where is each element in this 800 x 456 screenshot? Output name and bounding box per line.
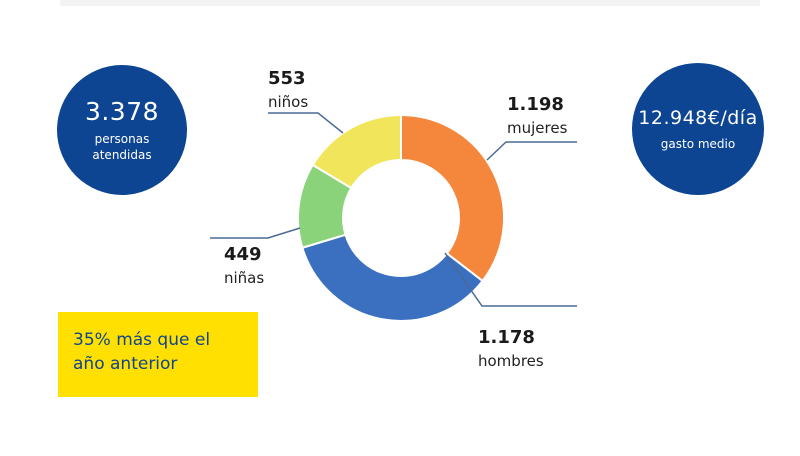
slice-value-hombres: 1.178 [478, 327, 535, 348]
people-served-value: 3.378 [84, 97, 160, 126]
average-spend-value: 12.948€/día [638, 107, 758, 129]
slice-labels: 1.198 mujeres 1.178 hombres 449 niñas 553 niños [224, 68, 568, 370]
slice-value-niñas: 449 [224, 244, 262, 265]
leader-lines [210, 112, 577, 307]
donut-slice-niños [311, 113, 402, 190]
leader-line-niños [268, 112, 344, 134]
leader-line-mujeres [486, 141, 577, 161]
slice-value-niños: 553 [268, 68, 306, 89]
slice-value-mujeres: 1.198 [507, 94, 564, 115]
average-spend-label: gasto medio [660, 137, 736, 151]
slice-name-niñas: niñas [224, 269, 264, 287]
donut-slice-mujeres [400, 113, 505, 283]
people-served-label-line1: personas [94, 132, 150, 146]
growth-callout-line2: año anterior [73, 354, 178, 374]
donut-slice-hombres [301, 233, 484, 322]
slice-name-niños: niños [268, 93, 308, 111]
people-served-label-line2: atendidas [92, 148, 152, 162]
growth-callout: 35% más que el año anterior [58, 312, 258, 397]
slice-name-hombres: hombres [478, 352, 544, 370]
slice-name-mujeres: mujeres [507, 119, 568, 137]
leader-line-niñas [210, 227, 301, 239]
people-served-badge: 3.378 personas atendidas [57, 65, 187, 195]
leader-line-hombres [444, 252, 577, 307]
top-divider [60, 0, 760, 6]
people-served-label: personas atendidas [92, 131, 151, 163]
growth-callout-line1: 35% más que el [73, 330, 211, 350]
average-spend-badge: 12.948€/día gasto medio [632, 63, 764, 195]
donut-slices [297, 113, 505, 322]
